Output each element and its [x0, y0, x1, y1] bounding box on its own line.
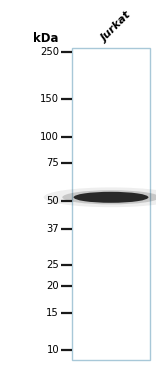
Text: 25: 25 — [46, 260, 59, 270]
Text: 10: 10 — [46, 345, 59, 355]
Ellipse shape — [62, 190, 156, 205]
Text: 20: 20 — [46, 281, 59, 291]
Text: 150: 150 — [40, 94, 59, 104]
Text: Jurkat: Jurkat — [100, 10, 134, 44]
Ellipse shape — [74, 192, 149, 203]
Text: 75: 75 — [46, 158, 59, 168]
Text: 37: 37 — [46, 224, 59, 234]
Text: 15: 15 — [46, 308, 59, 318]
Text: 250: 250 — [40, 47, 59, 57]
Ellipse shape — [44, 187, 156, 207]
Bar — [72, 48, 150, 360]
Text: kDa: kDa — [34, 32, 59, 44]
Text: 100: 100 — [40, 132, 59, 142]
Text: 50: 50 — [46, 196, 59, 206]
